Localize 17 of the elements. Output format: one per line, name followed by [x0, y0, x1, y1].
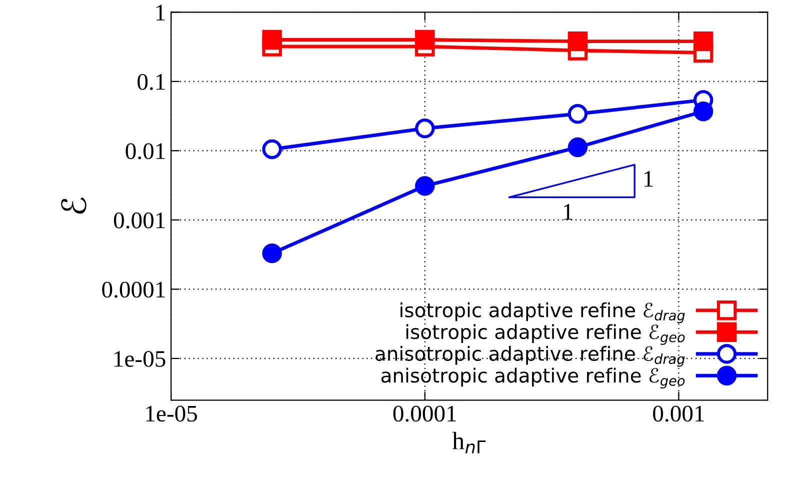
y-tick-label: 0.01: [126, 143, 165, 160]
y-tick-label: 1e-05: [114, 350, 166, 367]
y-tick-label: 0.001: [114, 212, 165, 228]
legend-label: anisotropic adaptive refine ℰ$_{drag}$: [376, 346, 685, 367]
y-tick-label: 0.1: [138, 74, 165, 90]
x-tick-label: 1e-05: [146, 406, 198, 422]
annotation: 1: [564, 204, 572, 220]
x-axis-title: h$_{nΓ}$: [452, 432, 486, 454]
y-axis-title: ℰ: [61, 197, 86, 214]
legend-label: anisotropic adaptive refine ℰ$_{geo}$: [381, 368, 685, 388]
y-tick-label: 0.0001: [102, 282, 165, 298]
annotation: 1: [644, 171, 653, 187]
legend-label: isotropic adaptive refine ℰ$_{geo}$: [406, 324, 685, 345]
x-tick-label: 0.001: [653, 406, 704, 422]
y-tick-label: 1: [156, 4, 165, 20]
legend-label: isotropic adaptive refine ℰ$_{drag}$: [400, 302, 685, 324]
x-tick-label: 0.0001: [393, 406, 456, 422]
